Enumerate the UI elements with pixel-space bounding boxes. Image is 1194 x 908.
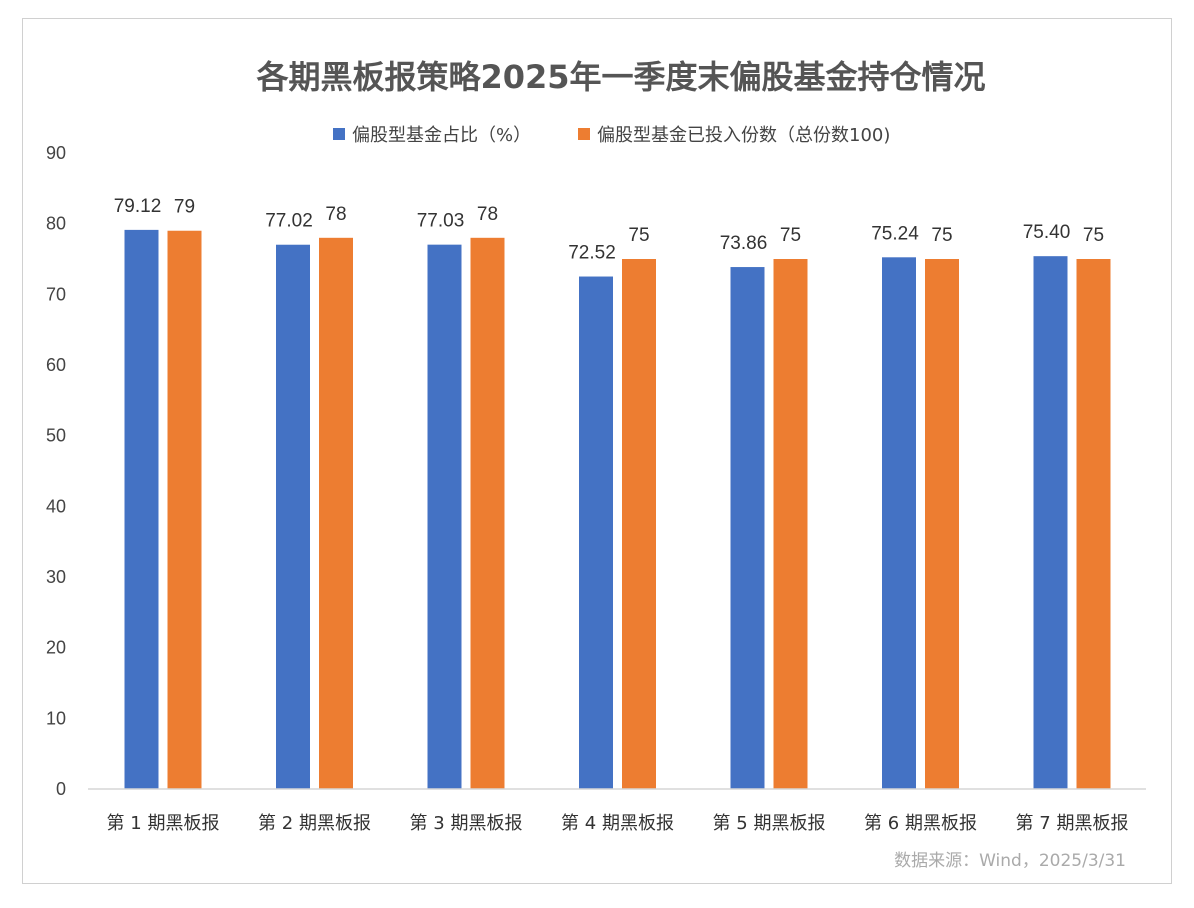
- bar-series-1-cat-5: [730, 267, 765, 789]
- bar-series-2-cat-5: [773, 259, 808, 789]
- data-label-series-2-cat-6: 75: [931, 225, 952, 246]
- bar-series-1-cat-6: [882, 257, 916, 790]
- legend-swatch-series-2: [578, 128, 590, 140]
- data-labels: 79.12 79 77.02 78 77.03 78 72.52 75 73.86 75 75.24…: [114, 196, 1104, 264]
- data-label-series-1-cat-4: 72.52: [568, 243, 616, 264]
- data-label-series-2-cat-1: 79: [174, 197, 195, 218]
- x-category-label: 第 5 期黑板报: [713, 813, 826, 834]
- data-label-series-2-cat-3: 78: [477, 204, 498, 225]
- y-axis: 0 10 20 30 40 50 60 70 80 90: [46, 143, 66, 799]
- y-tick-label: 40: [46, 496, 66, 516]
- x-category-label: 第 6 期黑板报: [864, 813, 977, 834]
- y-tick-label: 50: [46, 426, 66, 446]
- x-category-label: 第 2 期黑板报: [258, 813, 371, 834]
- bar-series-1-cat-7: [1033, 256, 1068, 789]
- data-label-series-2-cat-5: 75: [780, 225, 801, 246]
- bar-series-1-cat-1: [124, 229, 159, 790]
- data-label-series-1-cat-7: 75.40: [1023, 222, 1071, 243]
- source-note: 数据来源：Wind，2025/3/31: [894, 851, 1126, 871]
- x-category-label: 第 1 期黑板报: [107, 813, 220, 834]
- bar-series-2-cat-2: [319, 237, 353, 790]
- legend-label-series-1: 偏股型基金占比（%）: [352, 125, 531, 146]
- legend: 偏股型基金占比（%） 偏股型基金已投入份数（总份数100): [333, 125, 890, 146]
- bar-series-2-cat-4: [622, 259, 656, 789]
- bars: [124, 229, 1111, 790]
- data-label-series-2-cat-2: 78: [325, 204, 346, 225]
- data-label-series-2-cat-7: 75: [1083, 225, 1104, 246]
- data-label-series-2-cat-4: 75: [628, 225, 649, 246]
- legend-swatch-series-1: [333, 128, 345, 140]
- y-tick-label: 80: [46, 214, 66, 234]
- bar-series-2-cat-6: [925, 259, 959, 789]
- x-category-label: 第 3 期黑板报: [410, 813, 523, 834]
- chart-title: 各期黑板报策略2025年一季度末偏股基金持仓情况: [256, 58, 985, 96]
- bar-series-1-cat-3: [427, 244, 462, 789]
- data-label-series-1-cat-5: 73.86: [720, 233, 768, 254]
- data-label-series-1-cat-1: 79.12: [114, 196, 162, 217]
- data-label-series-1-cat-2: 77.02: [265, 211, 313, 232]
- data-label-series-1-cat-6: 75.24: [871, 223, 919, 244]
- data-label-series-1-cat-3: 77.03: [417, 211, 465, 232]
- y-tick-label: 70: [46, 284, 66, 304]
- legend-label-series-2: 偏股型基金已投入份数（总份数100): [597, 125, 890, 146]
- y-tick-label: 30: [46, 567, 66, 587]
- bar-series-2-cat-1: [167, 230, 202, 789]
- bar-series-2-cat-7: [1076, 259, 1111, 789]
- bar-series-1-cat-4: [579, 276, 613, 789]
- y-tick-label: 20: [46, 638, 66, 658]
- x-category-label: 第 4 期黑板报: [561, 813, 674, 834]
- bar-series-1-cat-2: [276, 244, 310, 789]
- bar-series-2-cat-3: [470, 237, 505, 790]
- y-tick-label: 10: [46, 708, 66, 728]
- y-tick-label: 90: [46, 143, 66, 163]
- y-tick-label: 60: [46, 355, 66, 375]
- y-tick-label: 0: [56, 779, 66, 799]
- x-axis: 第 1 期黑板报 第 2 期黑板报 第 3 期黑板报 第 4 期黑板报 第 5 期黑板报…: [88, 788, 1146, 834]
- x-category-label: 第 7 期黑板报: [1016, 813, 1129, 834]
